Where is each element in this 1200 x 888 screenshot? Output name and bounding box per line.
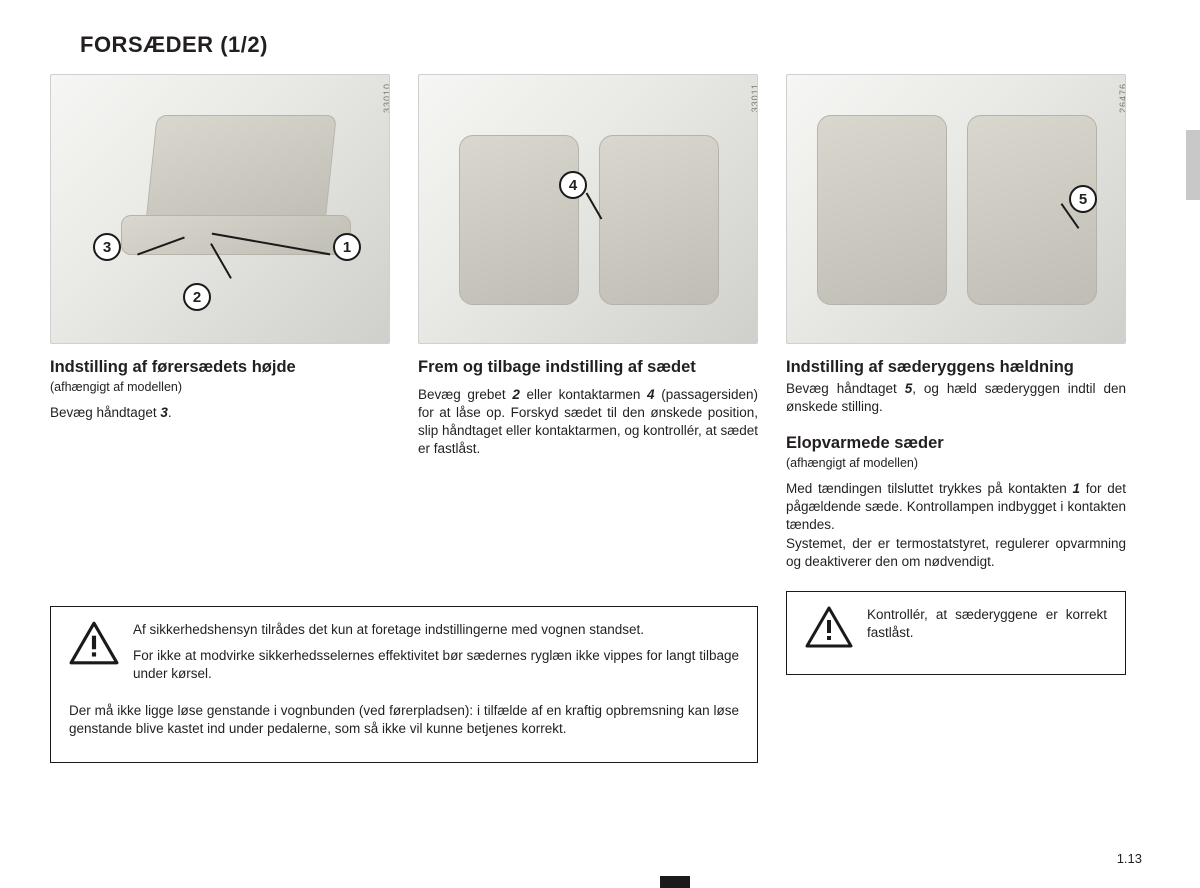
title-fraction: (1/2) (220, 32, 268, 57)
figure-1-code: 33010 (382, 83, 390, 113)
footer-block (660, 876, 690, 888)
column-1: 33010 1 2 3 Indstilling af førersædets h… (50, 74, 390, 675)
col2-heading: Frem og tilbage indstilling af sædet (418, 358, 758, 378)
columns: 33010 1 2 3 Indstilling af førersædets h… (50, 74, 1150, 675)
callout-5: 5 (1069, 185, 1097, 213)
manual-page: FORSÆDER (1/2) 33010 1 2 3 Indstilling a… (0, 0, 1200, 888)
callout-3: 3 (93, 233, 121, 261)
warn-left-p2: For ikke at modvirke sikkerhedsselernes … (133, 647, 739, 683)
col3-sub2: (afhængigt af modellen) (786, 456, 1126, 470)
col2-body: Bevæg grebet 2 eller kontaktarmen 4 (pas… (418, 386, 758, 459)
col1-sub: (afhængigt af modellen) (50, 380, 390, 394)
col3-body2b: Systemet, der er termostatstyret, regule… (786, 535, 1126, 571)
warning-box-right: Kontrollér, at sæderyggene er korrekt fa… (786, 591, 1126, 675)
warning-box-left: Af sikkerhedshensyn tilrådes det kun at … (50, 606, 758, 763)
figure-2: 33011 4 (418, 74, 758, 344)
warning-icon (69, 621, 119, 665)
figure-3-code: 26476 (1118, 83, 1126, 113)
page-title: FORSÆDER (1/2) (50, 32, 1150, 58)
warning-icon (805, 606, 853, 648)
figure-2-code: 33011 (750, 83, 758, 112)
warn-left-p1: Af sikkerhedshensyn tilrådes det kun at … (133, 621, 739, 639)
col1-heading: Indstilling af førersædets højde (50, 358, 390, 378)
callout-1: 1 (333, 233, 361, 261)
page-number: 1.13 (1117, 851, 1142, 866)
col3-body1: Bevæg håndtaget 5, og hæld sæderyggen in… (786, 380, 1126, 416)
col3-heading2: Elopvarmede sæder (786, 434, 1126, 454)
figure-1: 33010 1 2 3 (50, 74, 390, 344)
figure-3: 26476 5 (786, 74, 1126, 344)
thumb-tab (1186, 130, 1200, 200)
col3-body2a: Med tændingen tilsluttet trykkes på kont… (786, 480, 1126, 535)
warn-right-text: Kontrollér, at sæderyggene er korrekt fa… (867, 606, 1107, 642)
warn-left-p3: Der må ikke ligge løse genstande i vognb… (69, 702, 739, 738)
title-main: FORSÆDER (80, 32, 214, 57)
col1-body: Bevæg håndtaget 3. (50, 404, 390, 422)
col3-heading1: Indstilling af sæderyggens hældning (786, 358, 1126, 378)
callout-4: 4 (559, 171, 587, 199)
column-3: 26476 5 Indstilling af sæderyggens hældn… (786, 74, 1126, 675)
callout-2: 2 (183, 283, 211, 311)
column-2: 33011 4 Frem og tilbage indstilling af s… (418, 74, 758, 675)
